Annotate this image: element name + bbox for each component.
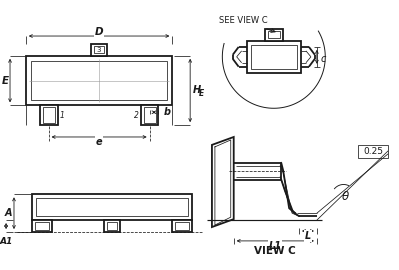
Bar — [91, 44, 107, 56]
Text: A1: A1 — [0, 237, 13, 246]
Polygon shape — [212, 137, 234, 227]
Text: E: E — [199, 89, 204, 98]
Bar — [358, 145, 388, 158]
Bar — [36, 198, 188, 216]
Bar — [26, 56, 172, 105]
Bar — [268, 31, 280, 38]
Bar — [172, 220, 192, 232]
Text: 0.25: 0.25 — [363, 147, 383, 156]
Bar — [31, 61, 168, 100]
Text: SEE VIEW C: SEE VIEW C — [219, 16, 275, 32]
Text: e: e — [96, 137, 103, 147]
Text: 1: 1 — [59, 111, 64, 120]
Text: 2: 2 — [134, 111, 139, 120]
Bar — [175, 222, 189, 230]
Bar — [247, 41, 301, 73]
Bar — [35, 222, 49, 230]
Bar — [144, 107, 156, 123]
Bar — [40, 105, 57, 125]
Text: $\theta$: $\theta$ — [341, 190, 350, 203]
Text: b: b — [164, 107, 171, 117]
Bar — [43, 107, 55, 123]
Bar — [104, 220, 120, 232]
Bar — [94, 46, 104, 53]
Bar — [32, 194, 192, 220]
Bar — [251, 45, 297, 69]
Text: E: E — [2, 76, 9, 86]
Text: L1: L1 — [269, 241, 282, 251]
Text: 3: 3 — [97, 47, 101, 53]
Bar — [32, 220, 51, 232]
Bar — [141, 105, 158, 125]
Text: H: H — [193, 86, 201, 96]
Bar — [265, 29, 283, 41]
Text: D: D — [95, 27, 103, 37]
Text: A: A — [4, 208, 12, 218]
Text: VIEW C: VIEW C — [255, 246, 296, 256]
Text: L: L — [305, 231, 311, 241]
Bar — [107, 222, 117, 230]
Text: c: c — [321, 54, 326, 64]
